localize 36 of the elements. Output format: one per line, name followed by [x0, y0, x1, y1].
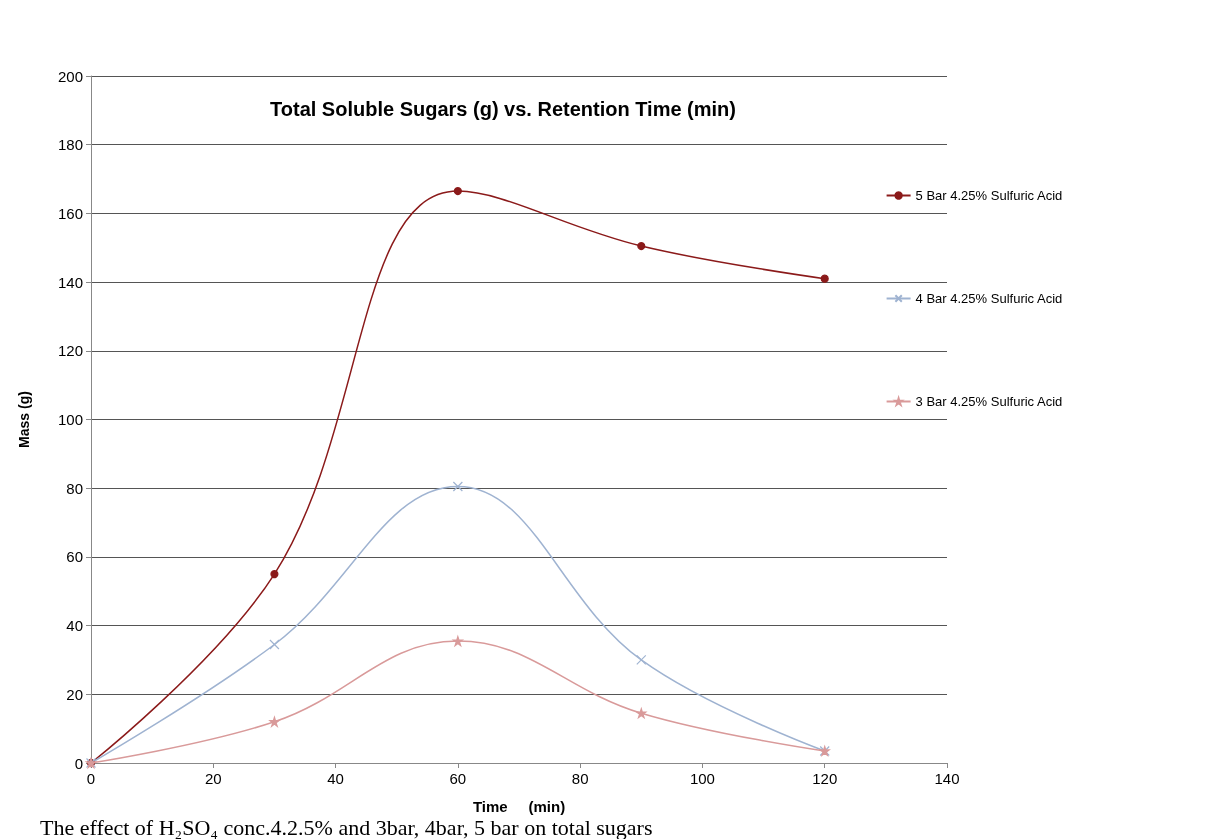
- y-tick-label: 40: [66, 617, 83, 635]
- y-tick-label: 100: [57, 411, 83, 428]
- y-tick-label: 20: [66, 685, 83, 703]
- legend-label: 3 Bar 4.25% Sulfuric Acid: [915, 394, 1063, 409]
- point: [453, 186, 462, 196]
- x-axis-title: Time (min): [472, 798, 566, 815]
- point: [269, 716, 280, 727]
- text: Total Soluble Sugars (g) vs. Retention Time (min): [270, 98, 736, 120]
- point: [269, 639, 280, 650]
- legend-label: 5 Bar 4.25% Sulfuric Acid: [915, 188, 1063, 203]
- x-tick-label: 20: [204, 770, 222, 787]
- x-tick-label: 140: [934, 770, 960, 787]
- text: The effect of H₂SO₄ conc.4.2.5% and 3bar, 4bar, 5 bar on total sugars: [40, 814, 653, 839]
- x-tick-label: 40: [327, 770, 344, 787]
- y-tick-label: 0: [74, 754, 83, 772]
- x-tick-label: 80: [571, 770, 589, 787]
- point: [820, 274, 829, 283]
- y-tick-label: 120: [57, 342, 83, 360]
- y-tick-label: 180: [57, 136, 83, 154]
- y-tick-label: 200: [57, 67, 83, 85]
- y-tick-label: 140: [57, 273, 83, 291]
- x-tick-label: 120: [812, 770, 838, 787]
- x-tick-label: 0: [86, 770, 96, 787]
- x-tick-label: 60: [449, 770, 467, 787]
- x-tick-label: 100: [689, 770, 715, 787]
- point: [270, 569, 279, 579]
- point: [452, 635, 463, 647]
- y-tick-label: 80: [66, 479, 83, 497]
- legend-label: 4 Bar 4.25% Sulfuric Acid: [915, 291, 1063, 306]
- y-tick-label: 160: [57, 204, 83, 222]
- point: [636, 654, 647, 666]
- y-tick-label: 60: [66, 548, 83, 566]
- point: [637, 241, 646, 251]
- point: [636, 708, 647, 719]
- y-axis-title: Mass (g): [16, 391, 32, 448]
- point: [452, 481, 463, 492]
